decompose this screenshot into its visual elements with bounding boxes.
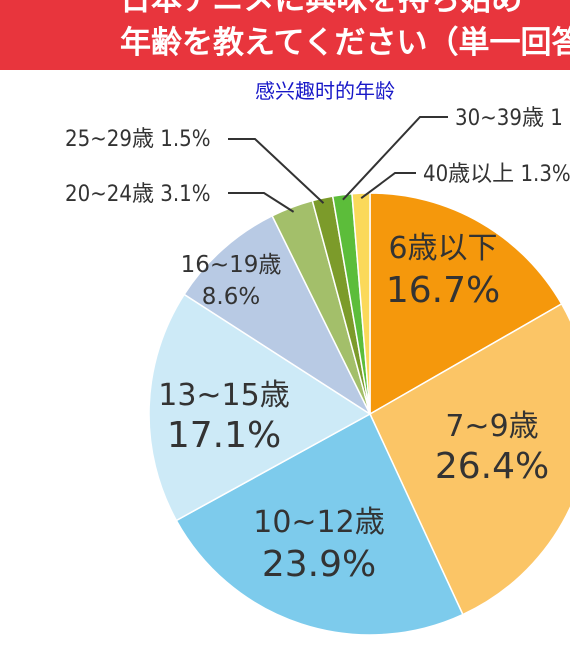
callout-label-25-29: 25~29歳 1.5% <box>65 127 211 152</box>
slice-value-13-15: 17.1% <box>167 415 281 456</box>
chart-subtitle: 感兴趣时的年龄 <box>255 79 395 103</box>
slice-label-7-9: 7~9歳 <box>445 409 538 444</box>
pie-slice-7-9 <box>369 302 570 616</box>
callout-label-40-over: 40歳以上 1.3% <box>423 162 570 187</box>
slice-label-13-15: 13~15歳 <box>158 378 289 413</box>
pie-slice-10-12 <box>175 412 464 636</box>
callout-label-30-39: 30~39歳 1 <box>455 106 563 131</box>
pie-slice-13-15 <box>148 293 372 522</box>
leader-line-20-24 <box>228 192 295 213</box>
slice-value-16-19: 8.6% <box>202 284 260 310</box>
banner-title-line-2: 年齢を教えてください（単一回答 <box>120 25 570 61</box>
slice-label-10-12: 10~12歳 <box>253 505 384 540</box>
slice-label-16-19: 16~19歳 <box>181 252 282 278</box>
title-banner: 日本アニメに興味を持ち始め 年齢を教えてください（単一回答 <box>0 0 570 70</box>
pie-slice-6-under <box>369 192 563 416</box>
slice-label-6-under: 6歳以下 <box>388 231 497 266</box>
callout-label-20-24: 20~24歳 3.1% <box>65 182 211 207</box>
slice-value-6-under: 16.7% <box>386 270 500 311</box>
leader-line-30-39 <box>342 116 448 201</box>
pie-slice-40-over <box>351 192 371 415</box>
slice-value-10-12: 23.9% <box>262 544 376 585</box>
banner-title-line-1: 日本アニメに興味を持ち始め <box>120 0 523 18</box>
leader-line-25-29 <box>228 138 325 204</box>
pie-slice-16-19 <box>183 214 372 417</box>
leader-line-40-over <box>360 172 416 200</box>
slice-value-7-9: 26.4% <box>435 446 549 487</box>
